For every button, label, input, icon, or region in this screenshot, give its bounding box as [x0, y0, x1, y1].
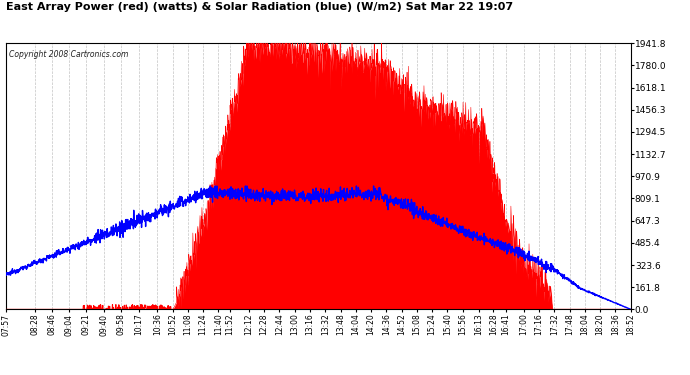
Text: East Array Power (red) (watts) & Solar Radiation (blue) (W/m2) Sat Mar 22 19:07: East Array Power (red) (watts) & Solar R… [6, 2, 513, 12]
Text: Copyright 2008 Cartronics.com: Copyright 2008 Cartronics.com [9, 50, 128, 59]
